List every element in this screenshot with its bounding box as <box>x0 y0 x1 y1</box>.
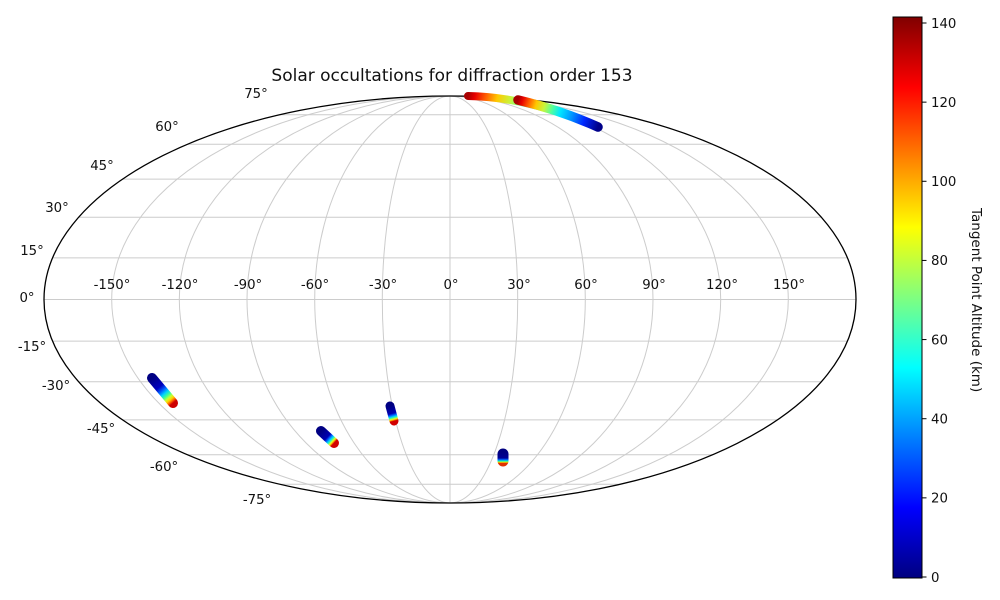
lon-tick-label: 30° <box>507 278 531 293</box>
colorbar <box>892 16 923 579</box>
colorbar-tick-label: 20 <box>931 492 948 507</box>
colorbar-tick-label: 0 <box>931 571 939 586</box>
lat-tick-label: -15° <box>18 340 46 355</box>
lat-tick-label: 15° <box>20 244 44 259</box>
lat-tick-label: 30° <box>45 201 69 216</box>
lon-tick-label: -150° <box>94 278 131 293</box>
lon-tick-label: 0° <box>443 278 458 293</box>
lon-tick-label: -60° <box>301 278 329 293</box>
occultation-southwest-2-track <box>385 401 399 426</box>
occultation-north-2-track <box>513 95 603 132</box>
colorbar-axis-label: Tangent Point Altitude (km) <box>968 207 984 393</box>
lat-tick-label: -45° <box>87 422 115 437</box>
occultation-southwest-1-track <box>316 426 339 448</box>
lat-tick-label: 45° <box>90 159 114 174</box>
colorbar-tick-label: 80 <box>931 254 948 269</box>
lat-tick-label: 60° <box>155 120 179 135</box>
lon-tick-label: -30° <box>369 278 397 293</box>
lat-tick-label: 0° <box>19 291 34 306</box>
lon-tick-label: 90° <box>642 278 666 293</box>
lat-tick-label: 75° <box>244 87 268 102</box>
colorbar-tick-label: 60 <box>931 333 948 348</box>
lon-tick-label: 60° <box>574 278 598 293</box>
occultation-west-track <box>147 373 178 408</box>
map-boundary <box>43 95 857 504</box>
colorbar-tick-label: 40 <box>931 413 948 428</box>
lat-tick-label: -30° <box>42 379 70 394</box>
lat-tick-label: -75° <box>243 493 271 508</box>
lon-tick-label: -90° <box>234 278 262 293</box>
chart-title: Solar occultations for diffraction order… <box>271 66 633 86</box>
lon-tick-label: -120° <box>162 278 199 293</box>
colorbar-tick-label: 140 <box>931 17 956 32</box>
lon-tick-label: 120° <box>706 278 738 293</box>
lon-tick-label: 150° <box>773 278 805 293</box>
colorbar-tick-label: 100 <box>931 175 956 190</box>
lat-tick-label: -60° <box>150 460 178 475</box>
colorbar-tick-label: 120 <box>931 96 956 111</box>
